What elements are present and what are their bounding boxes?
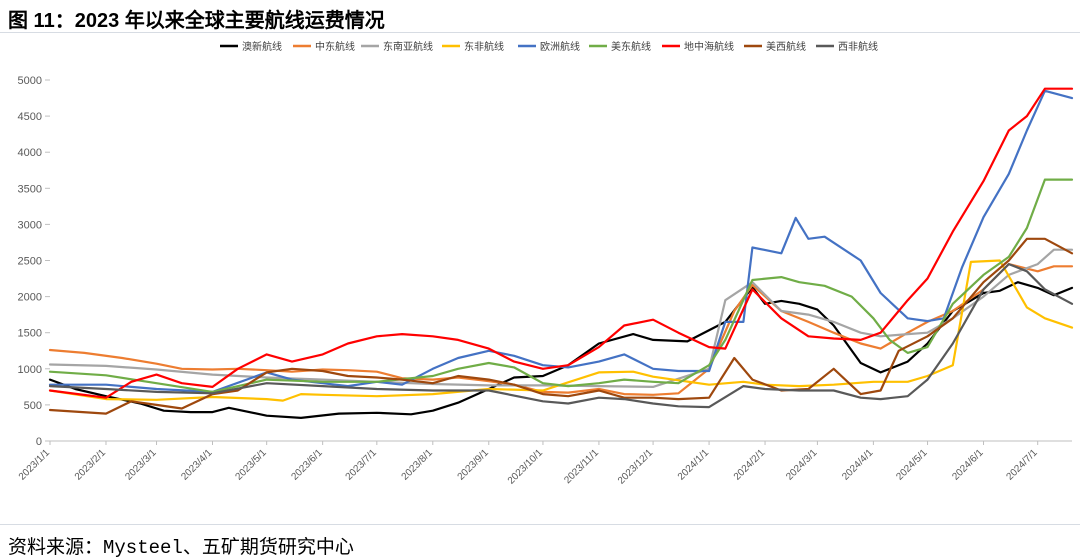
- legend-label: 美西航线: [766, 40, 806, 53]
- legend-item: 中东航线: [293, 40, 355, 53]
- x-tick-label: 2024/3/1: [784, 447, 820, 483]
- x-tick-label: 2023/8/1: [400, 447, 436, 483]
- chart-legend: 澳新航线 中东航线 东南亚航线 东非航线 欧洲航线 美东航线 地中海航线 美西航线 西非航线: [220, 40, 878, 53]
- y-tick-label: 3500: [18, 183, 42, 195]
- x-tick-label: 2023/5/1: [233, 447, 269, 483]
- source-divider: [0, 524, 1080, 525]
- legend-item: 西非航线: [816, 40, 878, 53]
- series-line: [48, 87, 1074, 399]
- source-note: 资料来源：Mysteel、五矿期货研究中心: [8, 537, 354, 559]
- x-tick-label: 2024/5/1: [894, 447, 930, 483]
- x-tick-label: 2023/11/1: [562, 447, 601, 486]
- y-tick-label: 2500: [18, 256, 42, 268]
- line-chart: 澳新航线 中东航线 东南亚航线 东非航线 欧洲航线 美东航线 地中海航线 美西航线 西非航线 0…: [17, 40, 1074, 487]
- x-tick-label: 2024/1/1: [676, 447, 712, 483]
- y-tick-label: 1500: [18, 328, 42, 340]
- x-tick-label: 2024/4/1: [840, 447, 876, 483]
- x-tick-label: 2024/7/1: [1005, 447, 1041, 483]
- x-tick-label: 2023/9/1: [456, 447, 492, 483]
- x-tick-label: 2023/7/1: [344, 447, 380, 483]
- x-tick-label: 2023/4/1: [179, 447, 215, 483]
- legend-label: 西非航线: [838, 40, 878, 53]
- legend-item: 东非航线: [442, 40, 504, 53]
- y-tick-label: 4500: [18, 111, 42, 123]
- series-line: [48, 263, 1074, 396]
- y-tick-label: 5000: [18, 75, 42, 87]
- legend-label: 中东航线: [315, 40, 355, 53]
- legend-item: 澳新航线: [220, 40, 282, 53]
- series-line: [48, 259, 1074, 402]
- y-tick-label: 500: [24, 400, 42, 412]
- x-tick-label: 2023/6/1: [289, 447, 325, 483]
- legend-label: 澳新航线: [242, 40, 282, 53]
- chart-series: [48, 87, 1074, 419]
- legend-label: 地中海航线: [684, 40, 734, 53]
- x-tick-label: 2024/2/1: [732, 447, 768, 483]
- legend-item: 地中海航线: [662, 40, 734, 53]
- x-tick-label: 2023/2/1: [73, 447, 109, 483]
- legend-label: 欧洲航线: [540, 40, 580, 53]
- legend-item: 欧洲航线: [518, 40, 580, 53]
- y-tick-label: 1000: [18, 364, 42, 376]
- legend-item: 东南亚航线: [361, 40, 433, 53]
- series-line: [48, 263, 1074, 409]
- title-divider: [0, 32, 1080, 33]
- series-line: [48, 89, 1074, 393]
- legend-label: 东南亚航线: [383, 40, 433, 53]
- series-line: [48, 237, 1074, 415]
- x-tick-label: 2023/3/1: [123, 447, 159, 483]
- figure-title: 图 11：2023 年以来全球主要航线运费情况: [8, 10, 385, 32]
- y-tick-label: 2000: [18, 292, 42, 304]
- series-line: [48, 248, 1074, 388]
- y-tick-label: 3000: [18, 219, 42, 231]
- chart-axes: 0 500 1000 1500 2000 2500 3000 3500 4000 4500 5000…: [17, 75, 1072, 487]
- x-tick-label: 2023/1/1: [17, 447, 53, 483]
- y-tick-label: 4000: [18, 147, 42, 159]
- legend-item: 美东航线: [589, 40, 651, 53]
- legend-label: 美东航线: [611, 40, 651, 53]
- y-tick-label: 0: [36, 436, 42, 448]
- legend-item: 美西航线: [744, 40, 806, 53]
- legend-label: 东非航线: [464, 40, 504, 53]
- x-tick-label: 2023/10/1: [506, 447, 546, 487]
- series-line: [48, 178, 1074, 393]
- x-tick-label: 2023/12/1: [616, 447, 656, 487]
- x-tick-label: 2024/6/1: [950, 447, 986, 483]
